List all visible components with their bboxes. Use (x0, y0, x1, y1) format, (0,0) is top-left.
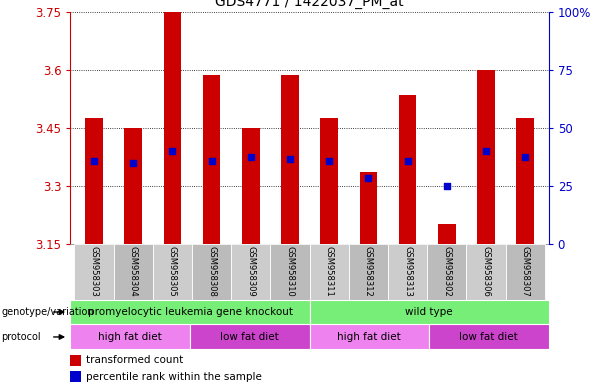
Text: GSM958306: GSM958306 (481, 246, 490, 297)
Text: genotype/variation: genotype/variation (1, 307, 94, 317)
Text: GSM958309: GSM958309 (246, 246, 255, 297)
Text: GSM958308: GSM958308 (207, 246, 216, 297)
Bar (70, 324, 190, 349)
Text: GSM958304: GSM958304 (129, 246, 138, 297)
Bar (398, 95, 416, 244)
Bar (74, 244, 113, 300)
Title: GDS4771 / 1422037_PM_at: GDS4771 / 1422037_PM_at (215, 0, 404, 9)
Bar (310, 324, 429, 349)
Bar (360, 172, 377, 244)
Text: GSM958313: GSM958313 (403, 246, 412, 297)
Text: high fat diet: high fat diet (338, 332, 401, 342)
Text: wild type: wild type (405, 307, 453, 317)
Text: GSM958305: GSM958305 (168, 246, 177, 297)
Bar (70, 371, 81, 382)
Bar (70, 355, 81, 366)
Bar (124, 127, 142, 244)
Bar (349, 244, 388, 300)
Bar (427, 244, 466, 300)
Text: percentile rank within the sample: percentile rank within the sample (86, 372, 262, 382)
Bar (85, 118, 103, 244)
Bar (429, 324, 549, 349)
Bar (506, 244, 545, 300)
Bar (203, 75, 221, 244)
Text: GSM958312: GSM958312 (364, 246, 373, 297)
Point (324, 157, 334, 164)
Bar (192, 244, 231, 300)
Bar (164, 12, 181, 244)
Point (442, 183, 452, 189)
Bar (242, 127, 259, 244)
Bar (113, 244, 153, 300)
Text: low fat diet: low fat diet (460, 332, 518, 342)
Point (246, 154, 256, 160)
Point (364, 175, 373, 181)
Bar (516, 118, 534, 244)
Point (403, 157, 413, 164)
Text: GSM958310: GSM958310 (286, 246, 294, 297)
Bar (388, 244, 427, 300)
Point (128, 159, 138, 166)
Bar (310, 244, 349, 300)
Text: GSM958303: GSM958303 (89, 246, 99, 297)
Text: high fat diet: high fat diet (99, 332, 162, 342)
Text: GSM958302: GSM958302 (442, 246, 451, 297)
Bar (270, 244, 310, 300)
Text: low fat diet: low fat diet (221, 332, 279, 342)
Point (167, 148, 177, 154)
Bar (466, 244, 506, 300)
Bar (321, 118, 338, 244)
Bar (231, 244, 270, 300)
Point (285, 156, 295, 162)
Bar (438, 225, 455, 244)
Point (520, 154, 530, 160)
Text: protocol: protocol (1, 332, 41, 342)
Point (481, 148, 491, 154)
Bar (477, 70, 495, 244)
Bar (153, 244, 192, 300)
Bar (310, 300, 549, 324)
Text: GSM958311: GSM958311 (325, 246, 333, 297)
Point (207, 157, 216, 164)
Text: promyelocytic leukemia gene knockout: promyelocytic leukemia gene knockout (88, 307, 292, 317)
Text: GSM958307: GSM958307 (520, 246, 530, 297)
Text: transformed count: transformed count (86, 356, 183, 366)
Bar (70, 300, 310, 324)
Bar (281, 75, 299, 244)
Bar (190, 324, 310, 349)
Point (89, 157, 99, 164)
